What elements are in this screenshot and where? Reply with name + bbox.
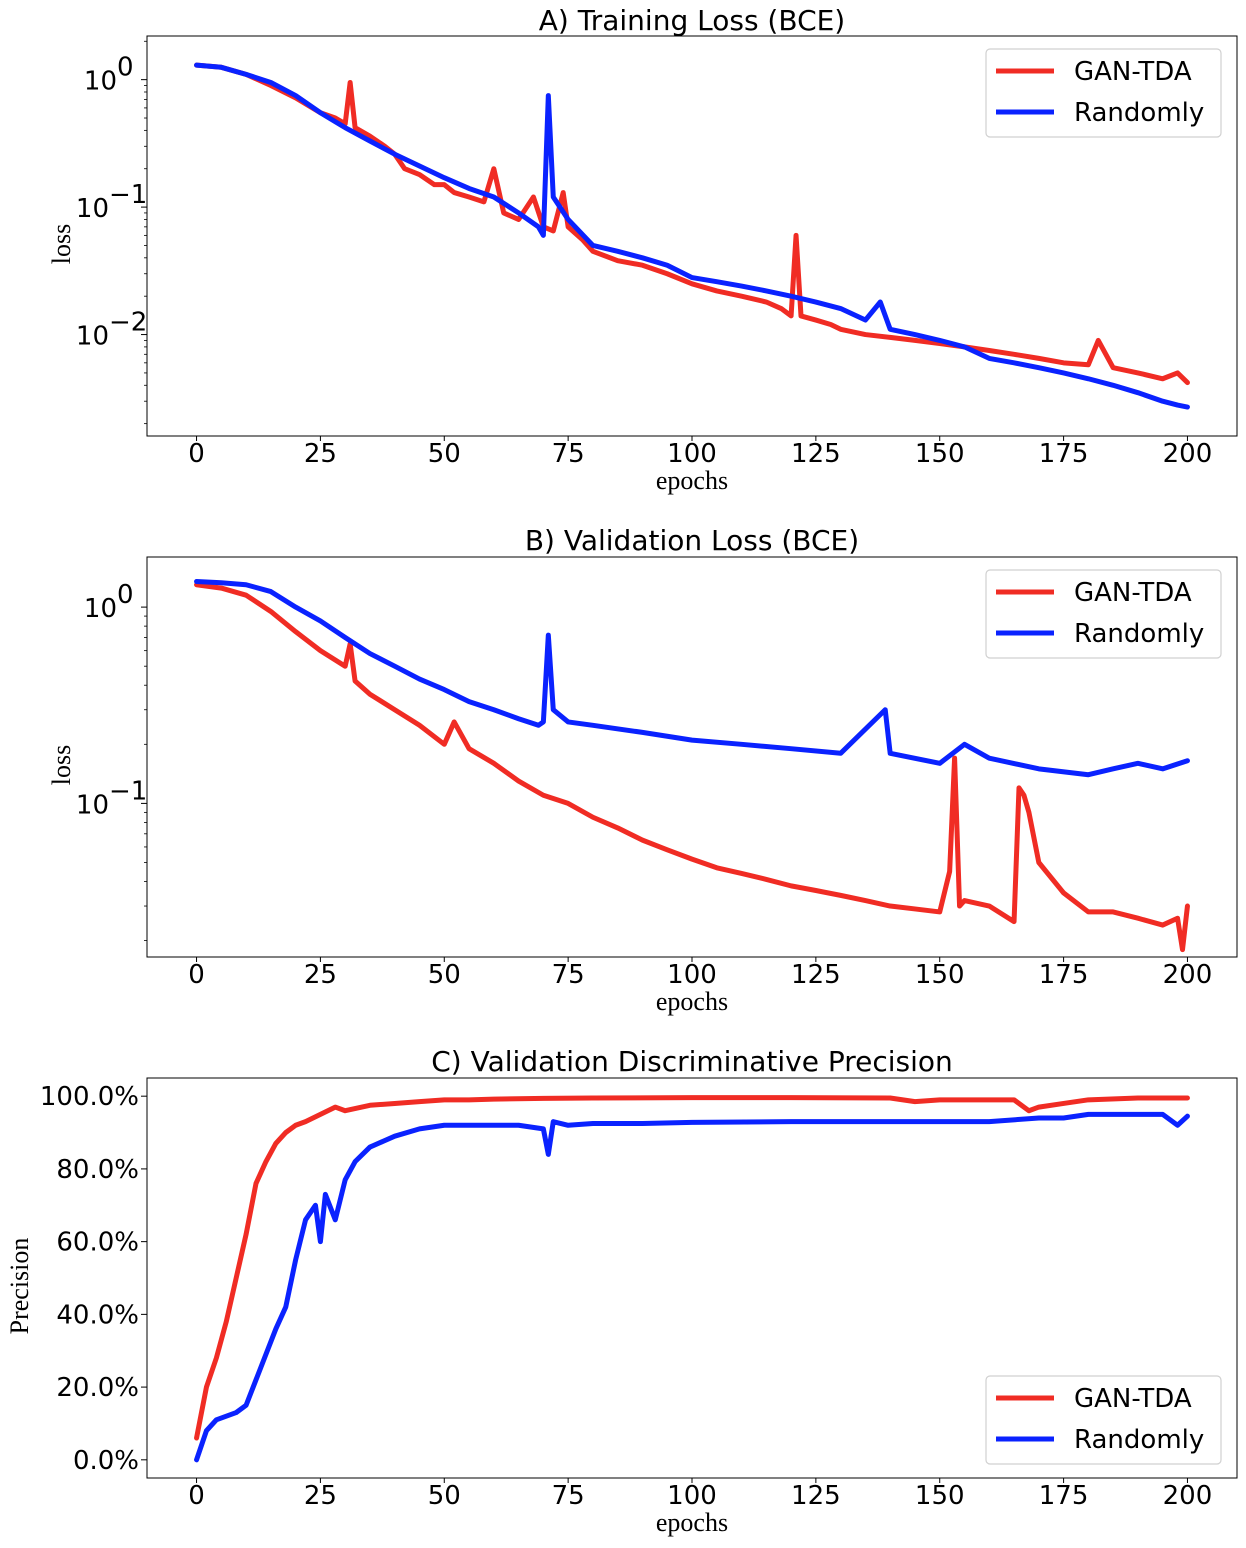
legend: GAN-TDA Randomly: [985, 569, 1222, 659]
x-tick-label: 100: [667, 1481, 717, 1511]
x-tick-label: 25: [304, 439, 337, 469]
x-tick-label: 200: [1163, 960, 1213, 990]
series-line-gan-tda: [194, 62, 1190, 386]
legend-label: GAN-TDA: [1074, 57, 1192, 87]
y-axis-label: loss: [47, 745, 76, 785]
chart-panel-3: C) Validation Discriminative Precision 0 2…: [5, 1045, 1238, 1537]
chart-panel-2: B) Validation Loss (BCE)0 25 50 75 100 125 150…: [47, 524, 1238, 1016]
x-tick-label: 75: [552, 439, 585, 469]
x-tick-label: 125: [791, 439, 841, 469]
series-line-randomly: [194, 1111, 1190, 1463]
x-axis-label: epochs: [656, 1508, 728, 1537]
plot-frame: [146, 1077, 1238, 1479]
legend: GAN-TDA Randomly: [985, 1375, 1222, 1465]
x-tick-label: 150: [915, 439, 965, 469]
x-tick-label: 50: [428, 439, 461, 469]
x-tick-label: 200: [1163, 439, 1213, 469]
x-tick-label: 125: [791, 960, 841, 990]
x-tick-label: 75: [552, 960, 585, 990]
y-tick-exponent: 0: [117, 53, 134, 83]
x-axis-label: epochs: [656, 466, 728, 495]
legend-label: Randomly: [1074, 619, 1204, 649]
y-tick-exponent: −2: [109, 308, 147, 338]
x-tick-label: 100: [667, 439, 717, 469]
y-axis-label: Precision: [5, 1238, 34, 1335]
y-axis-label: loss: [47, 224, 76, 264]
x-tick-label: 150: [915, 1481, 965, 1511]
y-tick-exponent: −1: [109, 776, 147, 806]
legend-label: Randomly: [1074, 98, 1204, 128]
x-tick-label: 100: [667, 960, 717, 990]
x-tick-label: 175: [1039, 439, 1089, 469]
y-tick-label: 10: [76, 322, 109, 352]
x-tick-label: 0: [188, 439, 205, 469]
chart-title: C) Validation Discriminative Precision: [431, 1045, 953, 1078]
x-tick-label: 0: [188, 960, 205, 990]
y-tick-label: 0.0%: [73, 1446, 139, 1476]
series-line-randomly: [194, 579, 1190, 778]
legend-label: GAN-TDA: [1074, 578, 1192, 608]
plot-frame: [146, 35, 1238, 437]
y-tick-exponent: 0: [117, 580, 134, 610]
y-tick-label: 80.0%: [56, 1155, 139, 1185]
y-tick-label: 20.0%: [56, 1373, 139, 1403]
x-tick-label: 25: [304, 1481, 337, 1511]
x-tick-label: 200: [1163, 1481, 1213, 1511]
x-tick-label: 50: [428, 1481, 461, 1511]
series-line-randomly: [194, 62, 1190, 410]
chart-panel-1: A) Training Loss (BCE)0 25 50 75 100 125 150 17…: [47, 4, 1238, 495]
x-tick-label: 25: [304, 960, 337, 990]
x-tick-label: 175: [1039, 960, 1089, 990]
x-tick-label: 0: [188, 1481, 205, 1511]
chart-title: A) Training Loss (BCE): [539, 4, 845, 37]
x-tick-label: 50: [428, 960, 461, 990]
legend-label: GAN-TDA: [1074, 1384, 1192, 1414]
series-line-gan-tda: [194, 1095, 1190, 1441]
y-tick-label: 10: [84, 594, 117, 624]
plot-frame: [146, 556, 1238, 958]
series-line-gan-tda: [194, 582, 1190, 953]
y-tick-label: 40.0%: [56, 1300, 139, 1330]
x-tick-label: 175: [1039, 1481, 1089, 1511]
x-axis-label: epochs: [656, 987, 728, 1016]
y-tick-label: 10: [76, 194, 109, 224]
y-tick-label: 10: [76, 790, 109, 820]
legend: GAN-TDA Randomly: [985, 48, 1222, 138]
y-tick-label: 60.0%: [56, 1228, 139, 1258]
x-tick-label: 150: [915, 960, 965, 990]
y-tick-label: 100.0%: [40, 1082, 139, 1112]
y-tick-label: 10: [84, 67, 117, 97]
legend-label: Randomly: [1074, 1425, 1204, 1455]
y-tick-exponent: −1: [109, 180, 147, 210]
chart-title: B) Validation Loss (BCE): [525, 524, 859, 557]
x-tick-label: 75: [552, 1481, 585, 1511]
x-tick-label: 125: [791, 1481, 841, 1511]
